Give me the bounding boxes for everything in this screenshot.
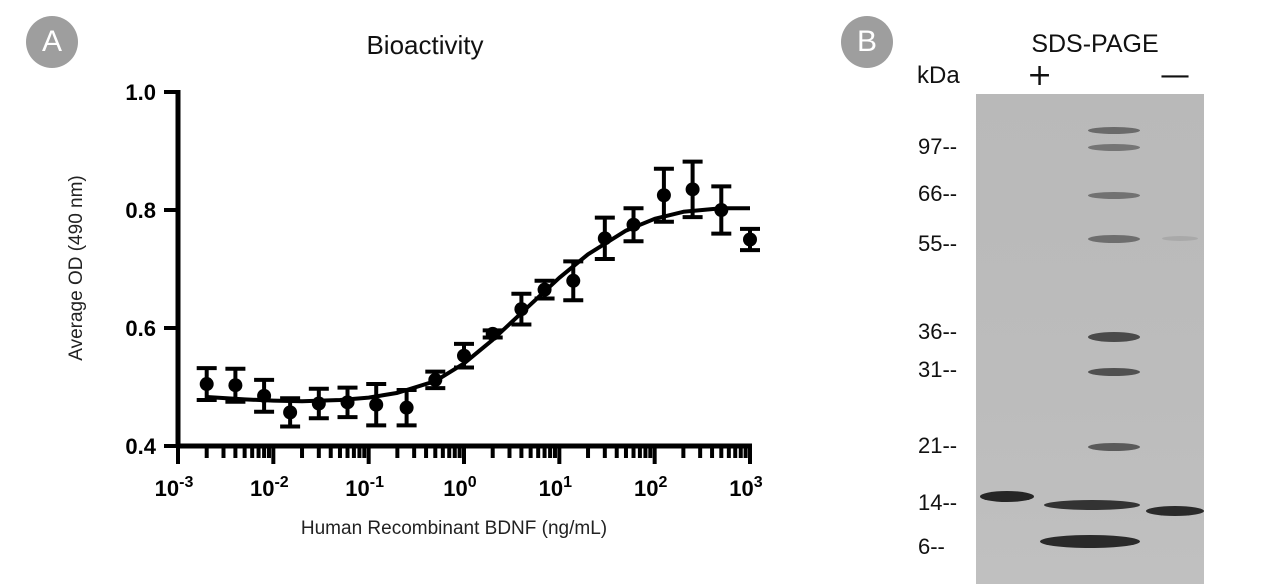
x-tick-label: 103	[729, 474, 762, 501]
ladder-band	[1088, 332, 1140, 342]
data-point	[537, 282, 552, 297]
y-axis-label: Average OD (490 nm)	[66, 175, 87, 361]
data-point	[457, 348, 471, 363]
x-tick-label: 102	[634, 474, 667, 501]
data-point	[340, 395, 355, 410]
data-point	[369, 397, 384, 412]
marker-label: 21--	[918, 433, 958, 458]
x-tick-label: 10-3	[155, 474, 194, 501]
x-tick-label: 101	[539, 474, 572, 501]
data-point	[597, 231, 612, 246]
ladder-band	[1088, 144, 1140, 151]
data-point	[485, 326, 500, 341]
faint-band	[1162, 236, 1198, 241]
data-point	[199, 377, 214, 392]
chart-title: Bioactivity	[366, 30, 484, 60]
data-point	[283, 405, 298, 420]
data-point	[257, 388, 272, 403]
ladder-band	[1040, 535, 1140, 548]
marker-label: 55--	[918, 231, 958, 256]
data-point	[656, 188, 671, 203]
kda-label: kDa	[917, 62, 960, 89]
lane-label-minus: —	[1160, 58, 1190, 93]
data-point	[714, 203, 729, 217]
sample-band-nonreduced	[1146, 506, 1204, 516]
x-axis-label: Human Recombinant BDNF (ng/mL)	[301, 518, 607, 539]
x-tick-label: 10-2	[250, 474, 289, 501]
ladder-band	[1088, 368, 1140, 376]
x-tick-label: 10-1	[345, 474, 384, 501]
data-point	[566, 273, 581, 288]
marker-label: 14--	[918, 490, 958, 515]
data-point	[399, 400, 414, 415]
marker-label: 6--	[918, 534, 945, 559]
panel-a-badge: A	[26, 16, 78, 68]
gel-title: SDS-PAGE	[1031, 30, 1159, 58]
x-tick-label: 100	[443, 474, 476, 501]
y-tick-label: 1.0	[125, 80, 156, 105]
panel-b-badge: B	[841, 16, 893, 68]
fit-curve	[206, 206, 750, 404]
bioactivity-chart: Average OD (490 nm) Human Recombinant BD…	[66, 80, 763, 539]
data-point	[743, 232, 757, 247]
data-point	[311, 396, 326, 411]
sds-page-gel	[976, 94, 1204, 584]
marker-label: 31--	[918, 357, 958, 382]
ladder-band	[1088, 443, 1140, 451]
data-point	[514, 302, 529, 317]
ladder-band	[1088, 235, 1140, 243]
lane-label-plus: +	[1027, 58, 1053, 93]
marker-label: 36--	[918, 319, 958, 344]
data-point	[428, 372, 443, 387]
y-tick-label: 0.4	[125, 434, 156, 459]
y-tick-label: 0.8	[125, 198, 156, 223]
ladder-band	[1088, 127, 1140, 134]
marker-label: 97--	[918, 134, 958, 159]
data-point	[685, 182, 700, 197]
y-tick-label: 0.6	[125, 316, 156, 341]
ladder-band	[1044, 500, 1140, 510]
data-point	[228, 378, 243, 393]
marker-label: 66--	[918, 181, 958, 206]
ladder-band	[1088, 192, 1140, 199]
data-point	[626, 217, 641, 232]
sample-band-reduced	[980, 491, 1034, 502]
